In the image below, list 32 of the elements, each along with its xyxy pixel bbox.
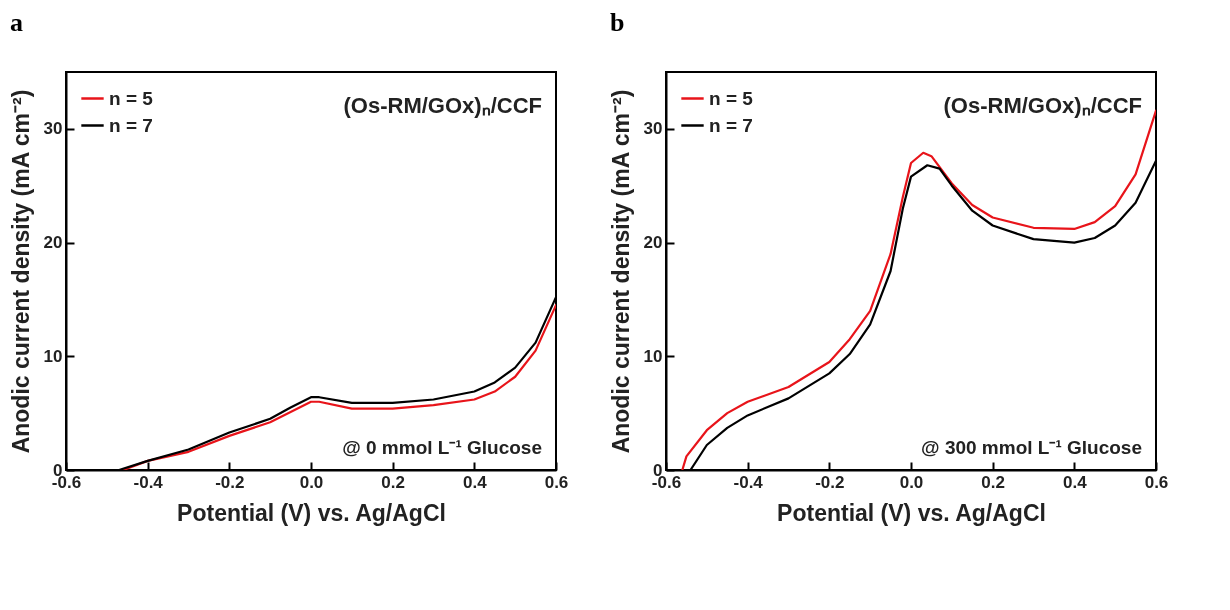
chart-title: a (10, 8, 24, 37)
y-tick-label: 10 (643, 346, 663, 366)
x-tick-label: 0.0 (299, 472, 324, 492)
y-axis-title: Anodic current density (mA cm⁻²) (7, 89, 34, 454)
x-tick-label: 0.4 (1063, 472, 1088, 492)
annotation: (Os-RM/GOx)ₙ/CCF (943, 93, 1142, 118)
annotation: @ 300 mmol L⁻¹ Glucose (921, 437, 1142, 458)
x-tick-label: 0.6 (1144, 472, 1169, 492)
annotation: (Os-RM/GOx)ₙ/CCF (343, 93, 542, 118)
chart-title: b (610, 8, 625, 37)
y-axis-title: Anodic current density (mA cm⁻²) (607, 89, 634, 454)
x-axis-title: Potential (V) vs. Ag/AgCl (777, 499, 1046, 526)
y-tick-label: 20 (43, 233, 63, 253)
x-tick-label: -0.4 (133, 472, 164, 492)
legend-label: n = 5 (109, 87, 154, 109)
x-tick-label: -0.2 (215, 472, 245, 492)
x-tick-label: -0.2 (815, 472, 845, 492)
x-tick-label: 0.2 (981, 472, 1005, 492)
x-tick-label: -0.4 (733, 472, 764, 492)
x-tick-label: 0.6 (544, 472, 569, 492)
legend-label: n = 7 (109, 114, 153, 136)
y-tick-label: 30 (43, 119, 63, 139)
x-tick-label: 0.2 (381, 472, 405, 492)
x-axis-title: Potential (V) vs. Ag/AgCl (177, 499, 446, 526)
x-tick-label: 0.4 (463, 472, 488, 492)
y-tick-label: 20 (643, 233, 663, 253)
legend-label: n = 5 (709, 87, 754, 109)
legend-label: n = 7 (709, 114, 753, 136)
y-tick-label: 10 (43, 346, 63, 366)
y-tick-label: 30 (643, 119, 663, 139)
annotation: @ 0 mmol L⁻¹ Glucose (342, 437, 542, 458)
x-tick-label: 0.0 (899, 472, 924, 492)
